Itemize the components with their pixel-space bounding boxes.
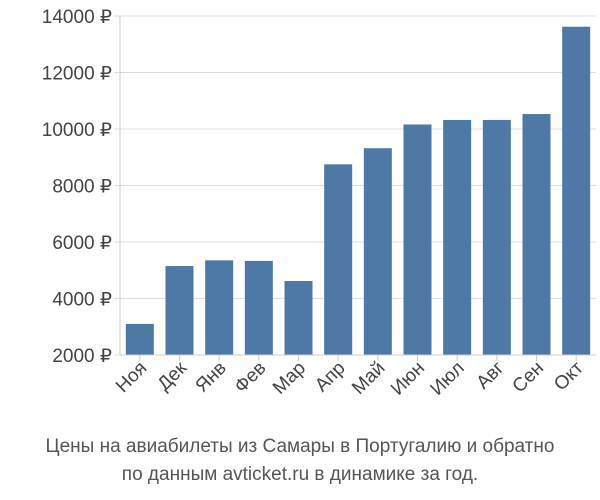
- bar-chart: 2000 ₽ 4000 ₽ 6000 ₽ 8000 ₽ 10000 ₽ 12000 ₽ 14…: [42, 7, 596, 400]
- bar: [562, 26, 591, 356]
- x-tick-label: Апр: [311, 358, 350, 397]
- x-tick-label: Фев: [231, 358, 271, 398]
- y-tick-label: 12000 ₽: [42, 64, 112, 85]
- y-tick-label: 4000 ₽: [52, 290, 112, 311]
- bar: [125, 323, 154, 355]
- x-tick-label: Июл: [427, 358, 469, 400]
- bar: [244, 260, 273, 355]
- y-tick-label: 2000 ₽: [52, 346, 112, 367]
- y-tick-label: 8000 ₽: [52, 177, 112, 198]
- x-tick-label: Авг: [473, 358, 509, 394]
- bar: [403, 124, 432, 355]
- x-tick-label: Янв: [192, 358, 231, 397]
- y-tick-label: 10000 ₽: [42, 120, 112, 141]
- x-tick-label: Ноя: [112, 358, 151, 397]
- x-tick-label: Сен: [509, 358, 548, 397]
- x-tick-label: Июн: [387, 358, 429, 400]
- chart-caption-line-1: Цены на авиабилеты из Самары в Португали…: [45, 436, 555, 457]
- bar: [482, 119, 511, 356]
- bar: [165, 266, 194, 355]
- bar: [324, 164, 353, 355]
- x-tick-label: Мар: [269, 358, 310, 399]
- bar: [443, 119, 472, 356]
- y-axis-ticks: 2000 ₽ 4000 ₽ 6000 ₽ 8000 ₽ 10000 ₽ 12000 ₽ 14…: [42, 7, 112, 367]
- y-tick-label: 6000 ₽: [52, 233, 112, 254]
- bar: [284, 280, 313, 355]
- gridlines: [114, 15, 596, 356]
- bar: [363, 148, 392, 355]
- x-tick-label: Май: [348, 358, 389, 399]
- chart-caption-line-2: по данным avticket.ru в динамике за год.: [121, 464, 479, 485]
- bar: [522, 114, 551, 355]
- x-tick-label: Окт: [550, 357, 588, 395]
- bars: [125, 26, 591, 356]
- y-tick-label: 14000 ₽: [42, 7, 112, 28]
- bar: [205, 260, 234, 355]
- x-tick-label: Дек: [154, 357, 192, 395]
